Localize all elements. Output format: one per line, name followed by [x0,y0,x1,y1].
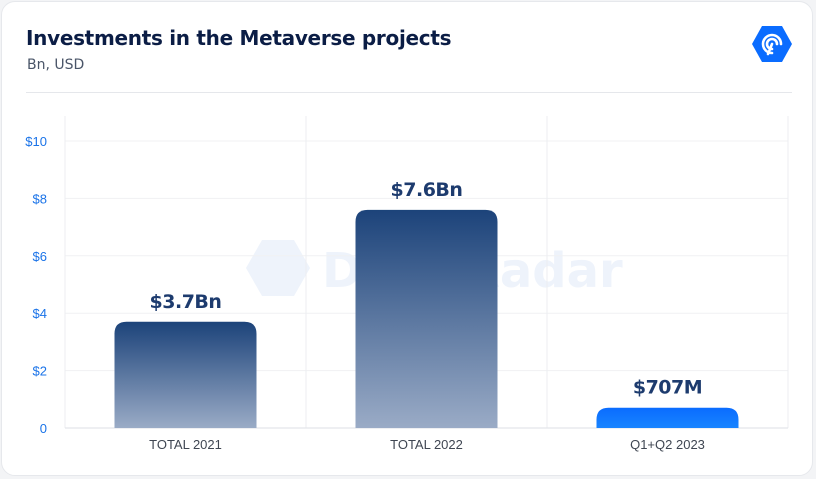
header-divider [26,92,792,93]
logo-needle [766,42,774,56]
y-tick-label: $4 [33,306,47,321]
x-tick-label: Q1+Q2 2023 [630,437,705,452]
data-label: $707M [633,377,702,399]
watermark-logo-icon [246,240,310,296]
y-tick-label: $6 [33,249,47,264]
x-tick-label: TOTAL 2021 [149,437,222,452]
y-axis-ticks: 0 $2 $4 $6 $8 $10 [25,134,47,436]
logo-arc-outer [761,33,783,55]
data-label: $3.7Bn [150,291,222,313]
x-tick-label: TOTAL 2022 [390,437,463,452]
bar-total-2021 [114,321,257,428]
y-tick-label: $10 [25,134,47,149]
data-label: $7.6Bn [391,179,463,201]
x-axis-ticks: TOTAL 2021 TOTAL 2022 Q1+Q2 2023 [149,437,705,452]
y-tick-label: $2 [33,364,47,379]
chart-title: Investments in the Metaverse projects [26,26,452,50]
data-labels: $3.7Bn $7.6Bn $707M [150,179,703,399]
bar-q1-q2-2023 [596,407,739,428]
y-tick-label: $8 [33,191,47,206]
chart-subtitle: Bn, USD [27,57,85,73]
bar-total-2022 [355,209,498,428]
bars [114,209,739,428]
y-tick-label: 0 [40,421,47,436]
dappradar-logo-icon [752,26,792,62]
